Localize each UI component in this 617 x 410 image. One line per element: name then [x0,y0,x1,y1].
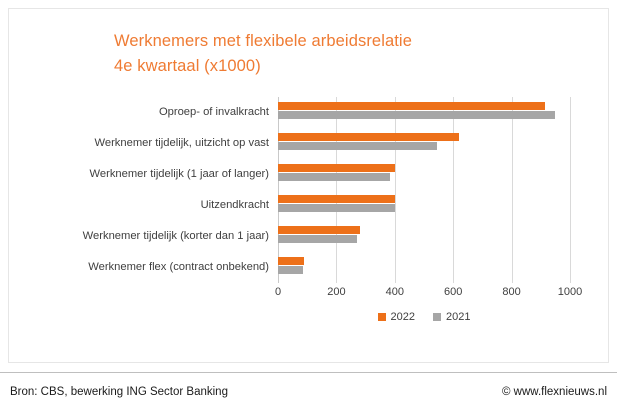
x-axis-tick-label: 0 [274,286,282,298]
bar-group [278,128,570,159]
value-axis-line [278,97,279,283]
category-label: Werknemer tijdelijk, uitzicht op vast [94,136,269,149]
bar-2021 [278,235,357,243]
footer-site-text: © www.flexnieuws.nl [502,385,607,398]
bar-2021 [278,173,391,181]
chart-title: Werknemers met flexibele arbeidsrelatie … [114,29,554,79]
gridline [453,97,455,283]
x-axis-tick-label: 1000 [557,286,583,298]
bar-2022 [278,195,395,203]
bar-group [278,252,570,283]
chart-card: Werknemers met flexibele arbeidsrelatie … [8,8,609,363]
legend-item-2021[interactable]: 2021 [433,311,470,323]
legend-swatch-icon [377,313,386,321]
footer-source-text: Bron: CBS, bewerking ING Sector Banking [10,385,228,398]
footer: Bron: CBS, bewerking ING Sector Banking … [0,373,617,410]
bar-2022 [278,102,546,110]
chart-legend: 2022 2021 [278,309,570,325]
legend-swatch-icon [433,313,441,321]
x-axis-tick-label: 400 [385,286,404,298]
legend-item-2022[interactable]: 2022 [377,311,415,323]
bar-2022 [278,226,360,234]
bar-2021 [278,204,395,212]
bar-2022 [278,164,395,172]
bar-2021 [278,111,556,119]
bar-group [278,159,570,190]
category-label: Werknemer tijdelijk (1 jaar of langer) [89,167,269,180]
bar-group [278,221,570,252]
gridline [394,97,396,283]
bar-2022 [278,133,460,141]
bar-group [278,97,570,128]
x-axis-ticks: 0 200 400 600 800 1000 [274,286,582,304]
legend-label: 2022 [390,311,415,323]
chart-title-line-2: 4e kwartaal (x1000) [114,57,261,75]
chart-title-line-1: Werknemers met flexibele arbeidsrelatie [114,32,412,50]
footer-divider [0,372,617,373]
legend-label: 2021 [446,311,471,323]
x-axis-tick-label: 200 [327,286,346,298]
bar-group [278,190,570,221]
category-label: Werknemer tijdelijk (korter dan 1 jaar) [82,229,269,242]
bar-2021 [278,266,303,274]
category-label: Oproep- of invalkracht [158,105,269,118]
gridline [336,97,338,283]
bars-area [278,97,571,283]
gridline [570,97,571,283]
bar-2021 [278,142,438,150]
category-label: Uitzendkracht [200,198,269,211]
x-axis-tick-label: 800 [502,286,521,298]
category-axis-labels: Oproep- of invalkracht Werknemer tijdelij… [23,97,275,283]
gridline [511,97,513,283]
plot-area: Oproep- of invalkracht Werknemer tijdelij… [23,97,598,323]
category-label: Werknemer flex (contract onbekend) [88,260,269,273]
x-axis-tick-label: 600 [444,286,463,298]
bar-2022 [278,257,305,265]
